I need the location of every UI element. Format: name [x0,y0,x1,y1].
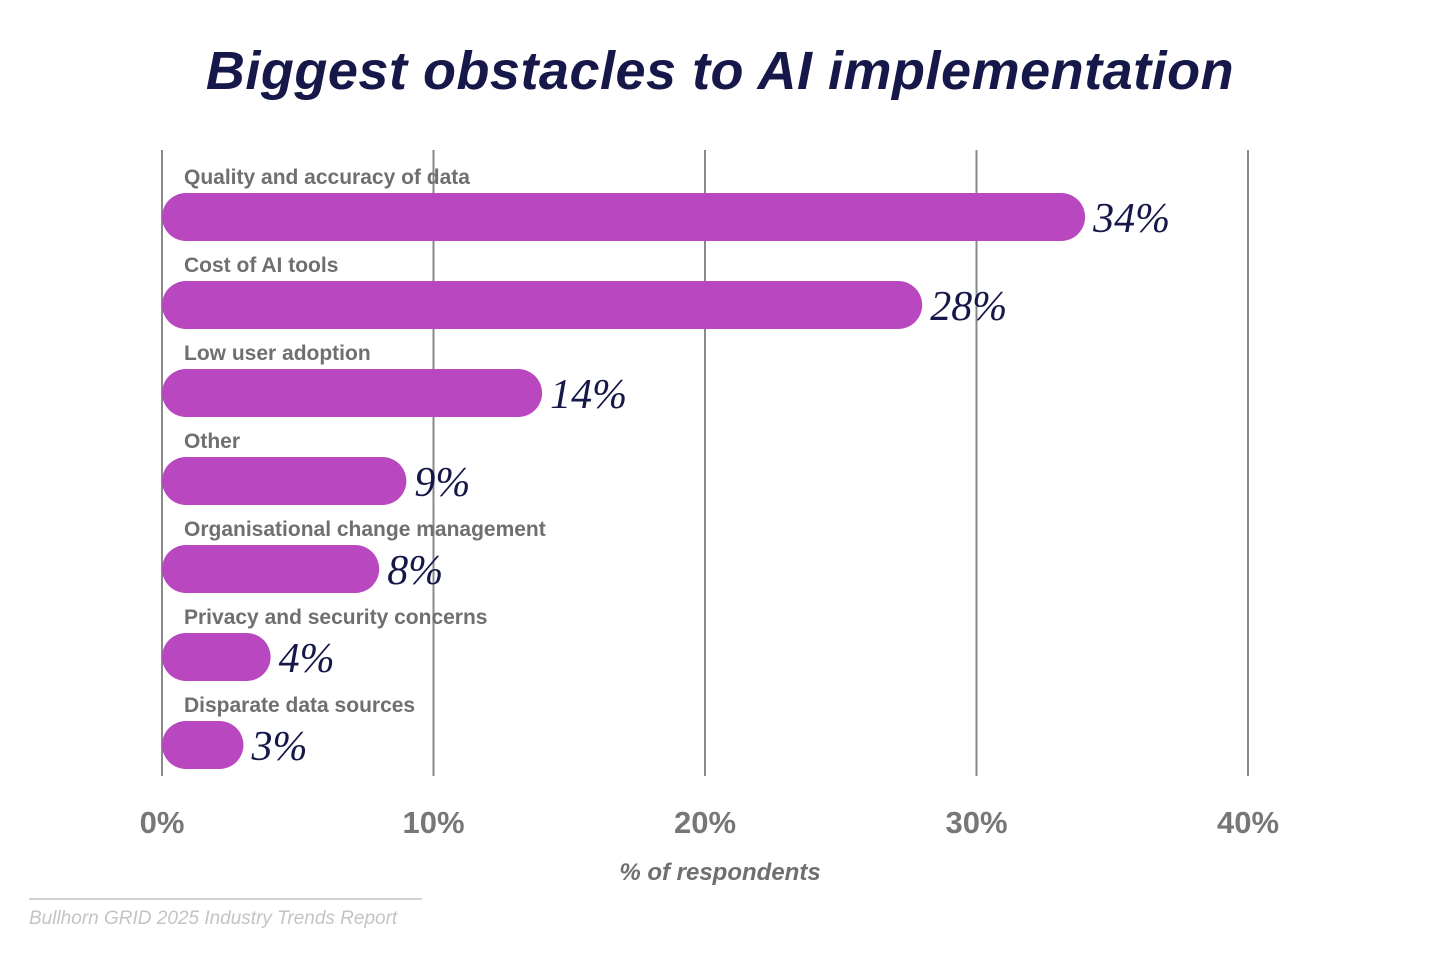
bar [162,545,380,593]
bar [162,457,407,505]
bar [162,721,244,769]
category-label: Disparate data sources [184,694,415,717]
category-label: Cost of AI tools [184,254,338,277]
bar [162,369,543,417]
category-label: Privacy and security concerns [184,606,488,629]
category-label: Other [184,430,240,453]
value-label: 9% [414,460,470,506]
x-axis-title: % of respondents [619,859,820,886]
bar [162,281,923,329]
value-label: 4% [279,636,335,682]
source-divider [29,898,422,900]
x-tick-label: 30% [945,805,1007,840]
value-label: 3% [250,724,307,770]
x-tick-label: 10% [402,805,464,840]
value-label: 34% [1092,196,1170,242]
bar [162,193,1086,241]
category-label: Quality and accuracy of data [184,166,470,189]
bar [162,633,271,681]
source-note: Bullhorn GRID 2025 Industry Trends Repor… [29,908,398,929]
x-tick-label: 0% [140,805,185,840]
category-label: Organisational change management [184,518,546,541]
x-tick-label: 20% [674,805,736,840]
value-label: 8% [387,548,443,594]
x-tick-label: 40% [1217,805,1279,840]
category-label: Low user adoption [184,342,371,365]
value-label: 28% [930,284,1007,330]
chart-title: Biggest obstacles to AI implementation [205,41,1235,101]
value-label: 14% [550,372,627,418]
